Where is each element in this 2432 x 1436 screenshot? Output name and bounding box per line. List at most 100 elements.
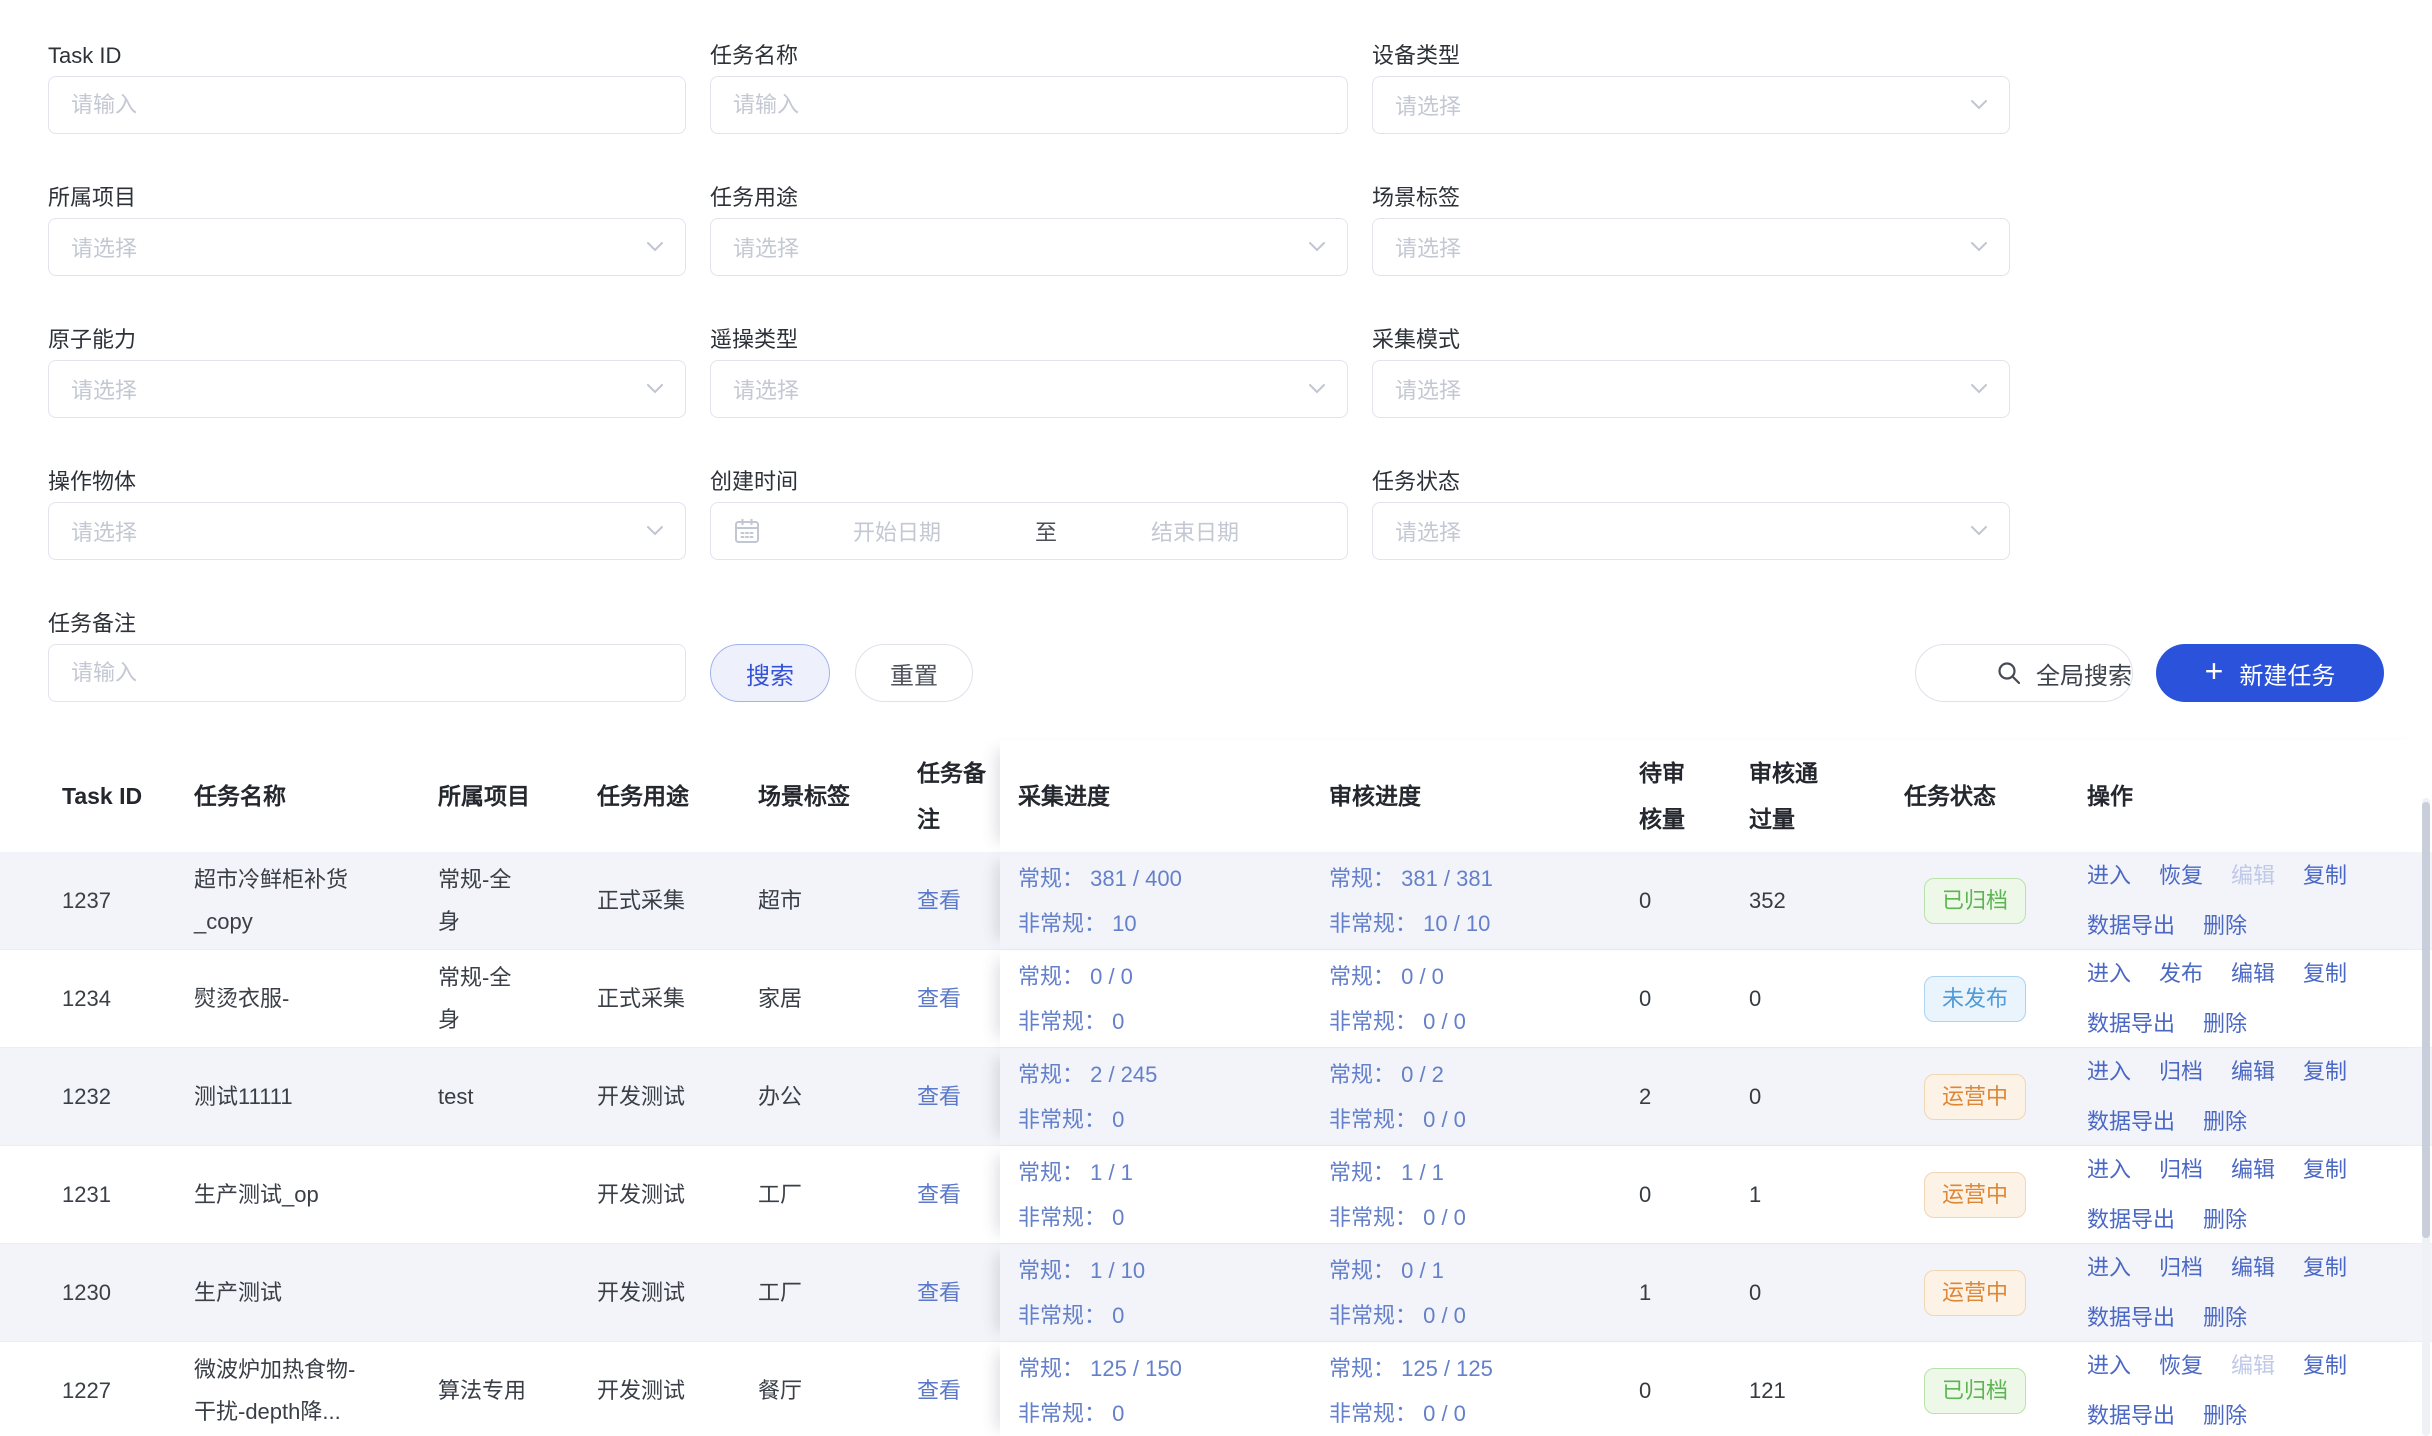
- select[interactable]: 请选择: [48, 218, 686, 276]
- progress-regular: 常规： 381 / 400: [1018, 865, 1182, 891]
- new-task-button[interactable]: + 新建任务: [2156, 644, 2384, 702]
- cell-actions: 进入 归档 编辑 复制数据导出 删除: [2087, 1244, 2432, 1341]
- row-left-pane: 1231 生产测试_op 开发测试 工厂 查看: [0, 1146, 1000, 1243]
- field-label: 采集模式: [1372, 327, 1461, 352]
- progress-irregular: 非常规： 10: [1018, 910, 1137, 936]
- field-label: 操作物体: [48, 469, 137, 494]
- cell-remark: 查看: [917, 950, 1000, 1047]
- text-input[interactable]: [733, 92, 1325, 118]
- daterange-picker[interactable]: 开始日期 至 结束日期: [710, 502, 1348, 560]
- action-link[interactable]: 数据导出: [2087, 1402, 2176, 1428]
- action-link[interactable]: 编辑: [2231, 1058, 2276, 1084]
- cell-scene: 办公: [758, 1083, 803, 1109]
- action-link[interactable]: 数据导出: [2087, 1304, 2176, 1330]
- action-link[interactable]: 进入: [2087, 1254, 2132, 1280]
- action-link[interactable]: 复制: [2303, 862, 2348, 888]
- calendar-icon: [733, 517, 761, 545]
- action-link[interactable]: 复制: [2303, 1058, 2348, 1084]
- action-link[interactable]: 编辑: [2231, 1156, 2276, 1182]
- action-link[interactable]: 进入: [2087, 1058, 2132, 1084]
- select-placeholder: 请选择: [71, 236, 138, 261]
- cell-project: [438, 1146, 597, 1243]
- cell-scene: 家居: [758, 985, 803, 1011]
- chevron-down-icon: [647, 526, 663, 536]
- action-link[interactable]: 进入: [2087, 1352, 2132, 1378]
- cell-status: 已归档: [1904, 1342, 2087, 1436]
- select[interactable]: 请选择: [1372, 360, 2010, 418]
- row-right-pane: 常规： 1 / 10 非常规： 0 常规： 0 / 1 非常规： 0 / 0 1 0 运营中…: [1000, 1244, 2432, 1341]
- action-link[interactable]: 复制: [2303, 960, 2348, 986]
- status-badge: 运营中: [1924, 1269, 2027, 1316]
- cell-scene: 工厂: [758, 1279, 803, 1305]
- column-header: 操作: [2087, 783, 2133, 809]
- scrollbar-thumb[interactable]: [2422, 802, 2430, 1238]
- action-link[interactable]: 归档: [2159, 1058, 2204, 1084]
- action-link[interactable]: 删除: [2203, 1304, 2248, 1330]
- cell-pending-count: 1: [1639, 1279, 1652, 1305]
- daterange-start[interactable]: 开始日期: [852, 520, 941, 545]
- reset-button[interactable]: 重置: [855, 644, 973, 702]
- action-link[interactable]: 进入: [2087, 960, 2132, 986]
- search-button[interactable]: 搜索: [710, 644, 830, 702]
- action-link[interactable]: 恢复: [2159, 1352, 2204, 1378]
- action-link[interactable]: 数据导出: [2087, 1010, 2176, 1036]
- status-badge: 未发布: [1924, 975, 2027, 1022]
- cell-status: 运营中: [1904, 1048, 2087, 1145]
- cell-scene: 超市: [758, 887, 803, 913]
- action-link[interactable]: 归档: [2159, 1254, 2204, 1280]
- text-input[interactable]: [71, 92, 663, 118]
- action-link[interactable]: 数据导出: [2087, 1206, 2176, 1232]
- select[interactable]: 请选择: [1372, 76, 2010, 134]
- select[interactable]: 请选择: [48, 502, 686, 560]
- select[interactable]: 请选择: [1372, 502, 2010, 560]
- global-search-label: 全局搜索: [2036, 662, 2132, 690]
- action-link[interactable]: 进入: [2087, 862, 2132, 888]
- cell-passed-count: 352: [1749, 887, 1786, 913]
- remark-input[interactable]: [71, 660, 663, 686]
- cell-pending-count: 0: [1639, 1377, 1652, 1403]
- global-search-button[interactable]: 全局搜索: [1915, 644, 2133, 702]
- action-link[interactable]: 发布: [2159, 960, 2204, 986]
- cell-collect-progress: 常规： 1 / 1 非常规： 0: [1018, 1146, 1329, 1243]
- action-link[interactable]: 编辑: [2231, 1254, 2276, 1280]
- table-row: 1230 生产测试 开发测试 工厂 查看 常规： 1 / 10 非常规： 0 常规： 0 / …: [0, 1244, 2432, 1342]
- cell-task-id: 1227: [62, 1377, 111, 1403]
- row-right-pane: 常规： 381 / 400 非常规： 10 常规： 381 / 381 非常规： 10…: [1000, 852, 2432, 949]
- column-header: 所属项目: [438, 783, 530, 809]
- select[interactable]: 请选择: [710, 218, 1348, 276]
- view-link[interactable]: 查看: [917, 1181, 962, 1207]
- view-link[interactable]: 查看: [917, 1279, 962, 1305]
- action-link[interactable]: 归档: [2159, 1156, 2204, 1182]
- action-link[interactable]: 删除: [2203, 1402, 2248, 1428]
- select[interactable]: 请选择: [710, 360, 1348, 418]
- table-scrollbar[interactable]: [2422, 798, 2430, 1436]
- status-badge: 已归档: [1924, 1367, 2027, 1414]
- select[interactable]: 请选择: [1372, 218, 2010, 276]
- action-link[interactable]: 进入: [2087, 1156, 2132, 1182]
- field-label: 原子能力: [48, 327, 137, 352]
- progress-irregular: 非常规： 0: [1018, 1400, 1125, 1426]
- daterange-end[interactable]: 结束日期: [1151, 520, 1240, 545]
- row-right-pane: 常规： 2 / 245 非常规： 0 常规： 0 / 2 非常规： 0 / 0 2 0 运营…: [1000, 1048, 2432, 1145]
- view-link[interactable]: 查看: [917, 1083, 962, 1109]
- action-link[interactable]: 删除: [2203, 1108, 2248, 1134]
- cell-passed-count: 0: [1749, 1279, 1762, 1305]
- action-link[interactable]: 恢复: [2159, 862, 2204, 888]
- view-link[interactable]: 查看: [917, 1377, 962, 1403]
- action-link[interactable]: 删除: [2203, 1010, 2248, 1036]
- form-field: 操作物体 请选择: [48, 468, 686, 560]
- row-left-pane: 1230 生产测试 开发测试 工厂 查看: [0, 1244, 1000, 1341]
- action-link[interactable]: 复制: [2303, 1352, 2348, 1378]
- action-link[interactable]: 删除: [2203, 912, 2248, 938]
- action-link[interactable]: 删除: [2203, 1206, 2248, 1232]
- action-link[interactable]: 数据导出: [2087, 912, 2176, 938]
- select[interactable]: 请选择: [48, 360, 686, 418]
- action-link[interactable]: 数据导出: [2087, 1108, 2176, 1134]
- action-link[interactable]: 复制: [2303, 1156, 2348, 1182]
- row-left-pane: 1227 微波炉加热食物-干扰-depth降... 算法专用 开发测试 餐厅 查看: [0, 1342, 1000, 1436]
- action-link[interactable]: 编辑: [2231, 960, 2276, 986]
- cell-task-name: 生产测试: [194, 1279, 283, 1305]
- view-link[interactable]: 查看: [917, 887, 962, 913]
- view-link[interactable]: 查看: [917, 985, 962, 1011]
- action-link[interactable]: 复制: [2303, 1254, 2348, 1280]
